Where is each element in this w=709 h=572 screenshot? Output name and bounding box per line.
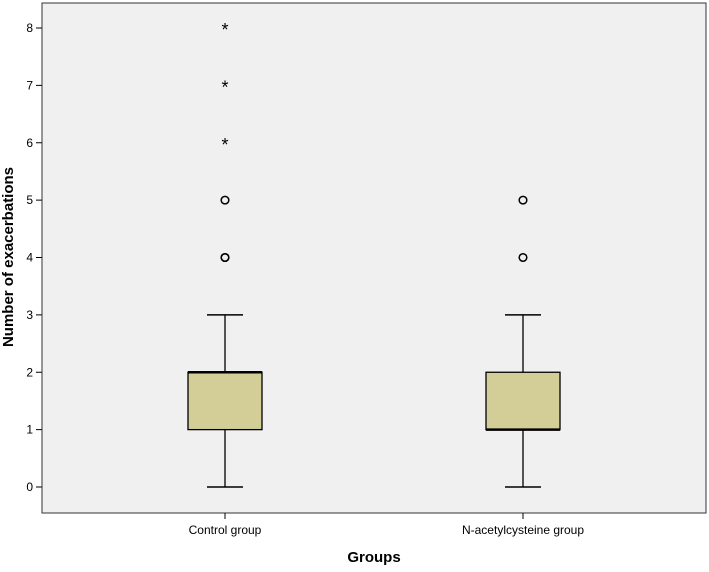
extreme-point: * [221,20,228,40]
box-group [485,195,561,488]
x-tick-label: N-acetylcysteine group [462,523,584,537]
y-tick-label: 5 [26,193,33,207]
boxes-layer: * * * [187,20,561,488]
y-tick-label: 6 [26,136,33,150]
outlier-point [518,195,528,205]
outlier-point [220,252,230,263]
y-tick-label: 2 [26,365,33,379]
x-axis: Control group N-acetylcysteine group [189,513,584,537]
iqr-box [485,371,561,431]
y-axis-label: Number of exacerbations [0,167,17,347]
extreme-point: * [221,135,228,155]
extreme-point: * [221,77,228,97]
x-axis-label: Groups [347,549,400,566]
plot-area [41,2,707,514]
y-tick-label: 4 [26,251,33,265]
y-tick-label: 3 [26,308,33,322]
y-tick-label: 0 [26,480,33,494]
y-tick-label: 1 [26,423,33,437]
y-tick-label: 7 [26,78,33,92]
y-axis: 0 1 2 3 4 5 6 7 8 [26,21,42,494]
box-group: * * * [187,20,263,488]
iqr-box [187,371,263,431]
x-tick-label: Control group [189,523,262,537]
y-tick-label: 8 [26,21,33,35]
outlier-point [220,195,230,205]
outlier-point [518,252,528,263]
